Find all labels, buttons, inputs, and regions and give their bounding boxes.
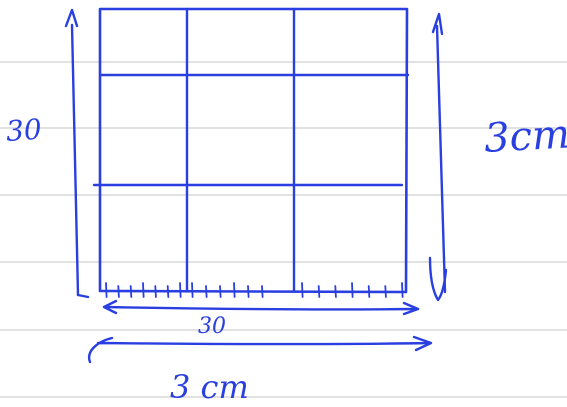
bottom-inner-arrow bbox=[104, 305, 420, 311]
left-arrow-head-top bbox=[64, 8, 79, 28]
left-height-arrow bbox=[70, 23, 80, 297]
right-side-label: 3cm bbox=[483, 111, 567, 161]
ruler-tick bbox=[129, 285, 133, 298]
ruler-tick bbox=[247, 285, 250, 298]
ruler-tick bbox=[154, 285, 157, 298]
ruler-tick bbox=[367, 285, 371, 298]
ruler-tick bbox=[205, 285, 208, 298]
bottom-inner-label: 30 bbox=[198, 314, 226, 339]
ruler-tick bbox=[301, 282, 304, 298]
bottom-outer-label: 3 cm bbox=[170, 368, 249, 406]
ruler-tick bbox=[351, 282, 354, 298]
notebook-rules bbox=[0, 61, 567, 398]
right-arrow-head-top bbox=[431, 12, 444, 36]
bottom-inner-arrow-head-right bbox=[402, 301, 420, 316]
left-side-label: 30 bbox=[5, 113, 43, 148]
ruler-tick bbox=[191, 282, 194, 298]
bottom-outer-arrow-head-right bbox=[412, 335, 433, 352]
ruler-tick bbox=[261, 285, 264, 298]
ruler-tick bbox=[142, 282, 145, 298]
ruler-tick bbox=[384, 285, 387, 298]
ruler-tick bbox=[219, 285, 222, 298]
ruler-tick bbox=[105, 282, 108, 298]
bottom-inner-arrow-head-left bbox=[102, 299, 118, 315]
left-arrow-head-bottom bbox=[76, 293, 90, 299]
ruler-tick bbox=[179, 282, 182, 298]
ruler-tick bbox=[401, 282, 404, 298]
ruler-tick bbox=[117, 285, 120, 298]
right-arrow-head-bottom bbox=[428, 256, 448, 302]
ruler-tick bbox=[233, 282, 236, 298]
right-height-arrow bbox=[435, 24, 447, 294]
ink-layer: 30 3cm 30 3 cm bbox=[5, 7, 567, 406]
ruler-tick bbox=[166, 285, 170, 298]
ruler-ticks bbox=[105, 282, 404, 298]
bottom-outer-arrow bbox=[87, 336, 432, 364]
square-outline bbox=[98, 7, 409, 294]
ruler-tick bbox=[317, 285, 321, 298]
ruler-tick bbox=[334, 285, 337, 298]
